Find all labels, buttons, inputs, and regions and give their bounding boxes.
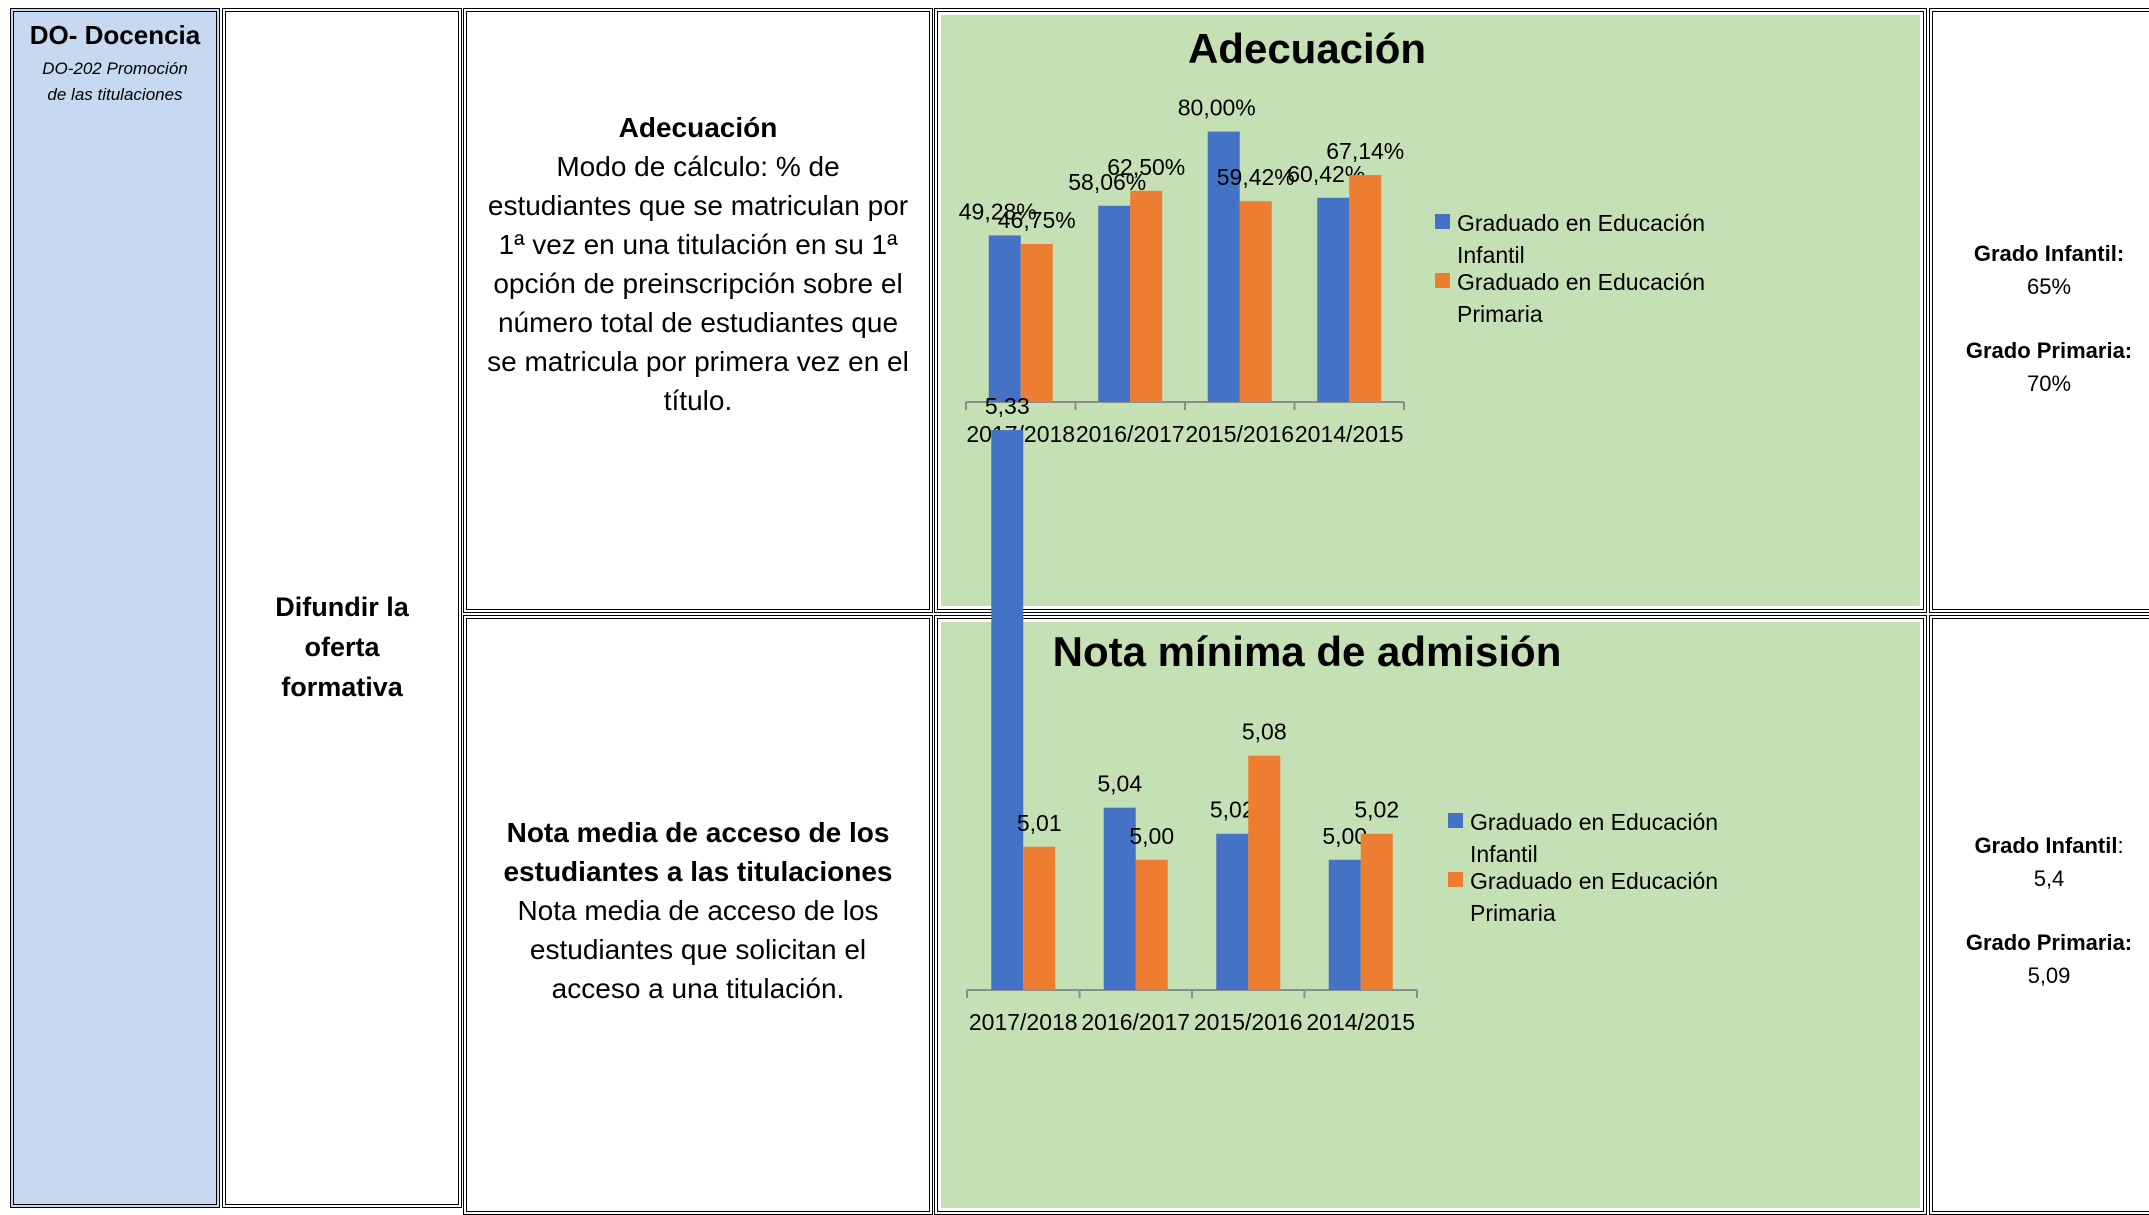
x-tick-label: 2017/2018 <box>969 1009 1078 1035</box>
objective-line1: Difundir la <box>275 592 409 622</box>
data-label: 5,33 <box>985 393 1030 419</box>
indicator-cell-adecuacion: Adecuación Modo de cálculo: % de estudia… <box>463 8 933 613</box>
data-label: 5,02 <box>1354 797 1399 823</box>
chart-title: Nota mínima de admisión <box>1053 628 1562 675</box>
data-label: 67,14% <box>1326 138 1404 164</box>
indicator-description: Adecuación Modo de cálculo: % de estudia… <box>485 108 911 420</box>
bar-primaria <box>1130 190 1163 402</box>
indicator-cell-nota: Nota media de acceso de los estudiantes … <box>463 615 933 1215</box>
nota-chart: Nota mínima de admisión 2017/2018 5,33 5,01… <box>966 393 1718 1035</box>
target-infantil: Grado Infantil: 65% <box>1933 237 2149 303</box>
area-code: DO- Docencia <box>29 20 201 50</box>
x-tick-label: 2014/2015 <box>1306 1009 1415 1035</box>
area-subtitle-line1: DO-202 Promoción <box>42 59 188 78</box>
objective-text: Difundir la oferta formativa <box>226 587 458 707</box>
data-label: 62,50% <box>1107 154 1185 180</box>
chart-title: Adecuación <box>1188 25 1426 72</box>
target-label: Grado Primaria: <box>1965 338 2133 363</box>
objective-line3: formativa <box>281 672 403 702</box>
bar-infantil <box>1216 833 1249 990</box>
bar-infantil <box>1098 205 1131 402</box>
data-label: 59,42% <box>1217 164 1295 190</box>
data-label: 5,00 <box>1129 823 1174 849</box>
legend-label: Graduado en Educación Primaria <box>1470 868 1718 926</box>
data-label: 46,75% <box>998 207 1076 233</box>
bar-primaria <box>1360 833 1393 990</box>
target-infantil: Grado Infantil: 5,4 <box>1933 829 2149 895</box>
legend-label-line: Graduado en Educación <box>1457 210 1705 236</box>
indicator-description: Nota media de acceso de los estudiantes … <box>485 813 911 1008</box>
legend-label: Graduado en Educación Infantil <box>1470 809 1718 867</box>
area-subtitle-line2: de las titulaciones <box>47 85 183 104</box>
bar-infantil <box>1207 131 1240 402</box>
data-label: 5,04 <box>1097 771 1142 797</box>
bar-infantil <box>1103 807 1136 990</box>
bar-primaria <box>1023 846 1056 990</box>
bar-primaria <box>1020 243 1053 402</box>
x-tick-label: 2016/2017 <box>1081 1009 1190 1035</box>
data-label: 5,01 <box>1017 810 1062 836</box>
chart-area: Adecuación2017/201849,28%46,75%2016/2017… <box>941 15 1920 606</box>
bar-primaria <box>1248 755 1281 990</box>
chart-cell-adecuacion: Adecuación2017/201849,28%46,75%2016/2017… <box>934 8 1927 613</box>
area-subtitle: DO-202 Promoción de las titulaciones <box>14 56 216 108</box>
target-cell-adecuacion: Grado Infantil: 65% Grado Primaria: 70% <box>1929 8 2149 613</box>
area-cell: DO- Docencia DO-202 Promoción de las tit… <box>10 8 220 1208</box>
target-value: 5,09 <box>2027 963 2071 988</box>
bar-primaria <box>1239 201 1272 402</box>
data-label: 5,02 <box>1210 797 1255 823</box>
target-value: 5,4 <box>2033 866 2065 891</box>
x-tick-label: 2015/2016 <box>1194 1009 1303 1035</box>
indicator-title: Adecuación <box>618 112 778 143</box>
indicator-formula: Modo de cálculo: % de estudiantes que se… <box>487 151 909 416</box>
objective-line2: oferta <box>304 632 380 662</box>
indicator-title: Nota media de acceso de los estudiantes … <box>503 817 893 887</box>
data-label: 58,06% <box>1068 169 1146 195</box>
target-label: Grado Infantil: <box>1973 241 2125 266</box>
target-colon: : <box>2117 833 2124 858</box>
bar-infantil <box>988 235 1021 402</box>
chart-area: Nota mínima de admisión 2017/2018 5,33 5,01… <box>941 393 1920 1208</box>
bar-infantil <box>991 430 1024 990</box>
data-label: 80,00% <box>1178 95 1256 121</box>
x-tick-label: 2014/2015 <box>1295 421 1404 447</box>
bar-primaria <box>1349 175 1382 402</box>
data-label: 5,00 <box>1322 823 1367 849</box>
chart-cell-nota: Nota mínima de admisión 2017/2018 5,33 5,01… <box>934 393 1927 1215</box>
target-label: Grado Primaria: <box>1965 930 2133 955</box>
legend-label-line: Primaria <box>1470 900 1556 926</box>
target-primaria: Grado Primaria: 5,09 <box>1933 926 2149 992</box>
legend-label-line: Infantil <box>1457 242 1525 268</box>
x-tick-label: 2016/2017 <box>1076 421 1185 447</box>
indicator-formula: Nota media de acceso de los estudiantes … <box>517 895 879 1004</box>
target-label: Grado Infantil <box>1974 833 2118 858</box>
bar-primaria <box>1135 859 1168 990</box>
bar-infantil <box>1317 197 1350 402</box>
target-value: 65% <box>2026 274 2072 299</box>
legend-label-line: Graduado en Educación <box>1457 269 1705 295</box>
x-tick-label: 2015/2016 <box>1185 421 1294 447</box>
legend-swatch <box>1448 813 1463 828</box>
legend-label: Graduado en Educación Infantil <box>1457 210 1705 268</box>
adecuacion-chart: Adecuación2017/201849,28%46,75%2016/2017… <box>959 25 1705 447</box>
target-primaria: Grado Primaria: 70% <box>1933 334 2149 400</box>
bar-infantil <box>1328 859 1361 990</box>
legend-swatch <box>1435 273 1450 288</box>
data-label: 5,08 <box>1242 719 1287 745</box>
legend-label-line: Graduado en Educación <box>1470 868 1718 894</box>
data-label: 49,28% <box>959 198 1037 224</box>
objective-cell: Difundir la oferta formativa <box>222 8 462 1208</box>
legend-label-line: Infantil <box>1470 841 1538 867</box>
legend-swatch <box>1448 872 1463 887</box>
target-cell-nota: Grado Infantil: 5,4 Grado Primaria: 5,09 <box>1929 615 2149 1215</box>
target-value: 70% <box>2026 371 2072 396</box>
legend-label: Graduado en Educación Primaria <box>1457 269 1705 327</box>
legend-swatch <box>1435 214 1450 229</box>
legend-label-line: Graduado en Educación <box>1470 809 1718 835</box>
legend-label-line: Primaria <box>1457 301 1543 327</box>
